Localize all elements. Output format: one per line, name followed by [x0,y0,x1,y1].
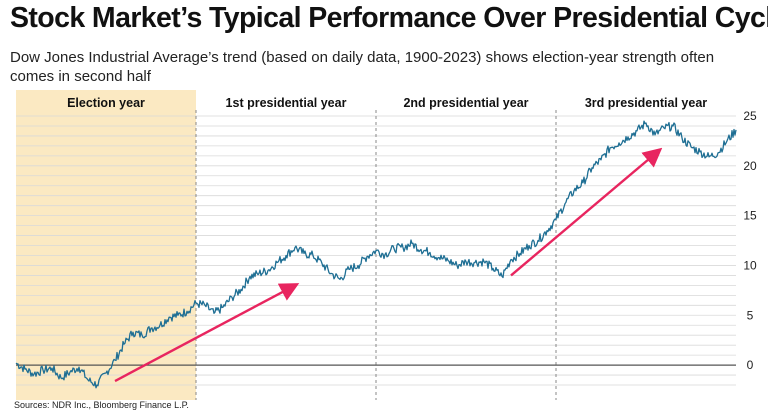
election-year-shade [16,90,196,400]
source-note: Sources: NDR Inc., Bloomberg Finance L.P… [14,400,189,410]
chart-area: Election year 1st presidential year 2nd pr… [0,90,768,414]
period-label: 2nd presidential year [403,96,528,110]
y-tick-label: 25 [743,109,757,123]
y-tick-label: 5 [747,308,754,322]
y-tick-label: 10 [743,258,757,272]
dow-trend-line [15,120,737,389]
chart-svg: Election year 1st presidential year 2nd pr… [15,90,757,400]
chart-subtitle: Dow Jones Industrial Average’s trend (ba… [10,49,715,85]
y-tick-label: 20 [743,159,757,173]
period-label: 3rd presidential year [585,96,707,110]
y-tick-label: 15 [743,209,757,223]
period-label: 1st presidential year [226,96,347,110]
period-label: Election year [67,96,145,110]
y-tick-label: 0 [747,358,754,372]
trend-arrow [510,147,663,277]
trend-arrow [114,283,300,383]
chart-title: Stock Market’s Typical Performance Over … [10,2,768,34]
